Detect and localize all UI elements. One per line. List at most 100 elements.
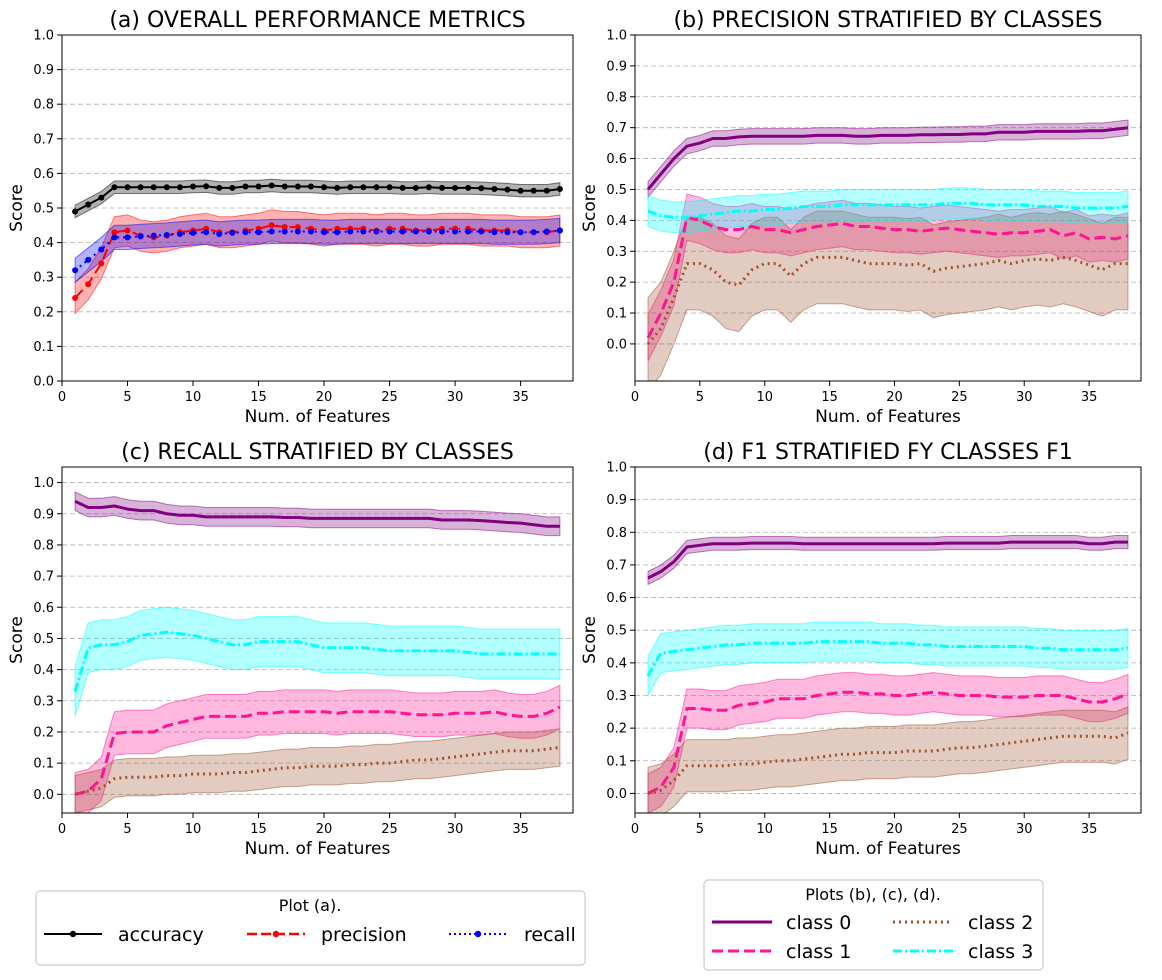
point-a-accuracy <box>85 201 92 208</box>
legend-entry-class-0: class 0 <box>712 912 851 934</box>
point-a-recall <box>190 229 197 236</box>
x-tick-label-a: 10 <box>185 390 202 405</box>
y-tick-label-c: 0.2 <box>33 725 54 740</box>
series-line-b-class-0 <box>646 126 1129 191</box>
band-d-class-0 <box>647 535 1129 586</box>
legend-plot-a-title: Plot (a). <box>279 896 342 915</box>
y-tick-label-c: 0.5 <box>33 632 54 647</box>
series-line-c-class-0 <box>74 499 560 528</box>
band-a-precision <box>74 209 561 315</box>
point-a-recall <box>517 229 524 236</box>
point-a-precision <box>98 260 105 267</box>
point-a-recall <box>203 229 210 236</box>
band-c-class-2 <box>74 728 561 813</box>
point-a-recall <box>98 246 105 253</box>
point-a-recall <box>491 229 498 236</box>
x-tick-label-b: 35 <box>1081 390 1098 405</box>
point-a-accuracy <box>242 183 249 190</box>
point-a-accuracy <box>176 184 183 191</box>
band-c-class-0 <box>74 491 561 537</box>
legend-plot-a-frame <box>35 890 586 966</box>
point-a-recall <box>465 228 472 235</box>
point-a-recall <box>543 228 550 235</box>
chart-title-c: (c) RECALL STRATIFIED BY CLASSES <box>121 440 514 465</box>
y-tick-label-c: 0.0 <box>33 788 54 803</box>
axes-frame-d <box>634 466 1142 814</box>
point-a-accuracy <box>321 184 328 191</box>
point-a-accuracy <box>386 184 393 191</box>
x-tick-label-b: 20 <box>886 390 903 405</box>
axes-frame-c <box>61 466 574 814</box>
point-a-accuracy <box>216 184 223 191</box>
point-a-accuracy <box>543 187 550 194</box>
series-line-d-class-2 <box>647 731 1129 795</box>
point-a-recall <box>425 228 432 235</box>
x-tick-label-c: 30 <box>447 822 464 837</box>
legend-entry-precision: precision <box>247 924 407 946</box>
y-tick-label-c: 0.3 <box>33 694 54 709</box>
legend-label-accuracy: accuracy <box>118 924 204 946</box>
legend-entry-recall: recall <box>449 924 576 946</box>
chart-title-d: (d) F1 STRATIFIED FY CLASSES F1 <box>703 440 1073 465</box>
point-a-accuracy <box>504 186 511 193</box>
panel-d: 0.0 0.1 0.2 0.3 0.4 0.5 0.6 0.7 0.8 0.9 1.0 0 5 10 15 2… <box>580 440 1142 859</box>
point-a-accuracy <box>360 184 367 191</box>
point-a-recall <box>268 228 275 235</box>
y-tick-label-a: 0.1 <box>33 340 54 355</box>
y-tick-label-d: 0.8 <box>606 526 627 541</box>
y-tick-label-a: 0.2 <box>33 305 54 320</box>
point-a-accuracy <box>412 184 419 191</box>
point-a-accuracy <box>150 184 157 191</box>
point-a-accuracy <box>124 184 131 191</box>
point-a-accuracy <box>373 184 380 191</box>
point-a-accuracy <box>203 183 210 190</box>
point-a-recall <box>124 234 131 241</box>
y-tick-label-a: 0.8 <box>33 98 54 113</box>
point-a-recall <box>452 228 459 235</box>
series-line-b-class-1 <box>646 215 1129 339</box>
x-tick-label-d: 5 <box>696 822 704 837</box>
x-tick-label-b: 0 <box>631 390 639 405</box>
panel-b: 0.0 0.1 0.2 0.3 0.4 0.5 0.6 0.7 0.8 0.9 1.0 0 5 10 15 2… <box>580 8 1142 427</box>
y-tick-label-a: 0.9 <box>33 63 54 78</box>
band-a-recall <box>74 217 561 284</box>
legend-entry-accuracy: accuracy <box>44 924 204 946</box>
legend-label-class-0: class 0 <box>786 912 851 934</box>
point-a-recall <box>530 229 537 236</box>
point-a-recall <box>163 231 170 238</box>
legend-entry-class-2: class 2 <box>893 912 1033 934</box>
y-tick-label-b: 0.6 <box>606 152 627 167</box>
point-a-accuracy <box>334 184 341 191</box>
point-a-recall <box>255 229 262 236</box>
y-tick-label-c: 0.7 <box>33 570 54 585</box>
point-a-accuracy <box>98 194 105 201</box>
point-a-recall <box>556 227 563 234</box>
point-a-recall <box>242 229 249 236</box>
x-tick-label-d: 20 <box>886 822 903 837</box>
plot-area-a <box>72 178 563 315</box>
point-a-precision <box>124 227 131 234</box>
point-a-accuracy <box>517 187 524 194</box>
x-tick-label-c: 20 <box>316 822 333 837</box>
point-a-accuracy <box>556 185 563 192</box>
band-b-class-2 <box>647 210 1129 381</box>
y-tick-label-b: 0.3 <box>606 245 627 260</box>
legend-plot-a: Plot (a). accuracy precision recall <box>35 890 586 966</box>
point-a-accuracy <box>347 184 354 191</box>
x-tick-label-a: 20 <box>316 390 333 405</box>
x-tick-label-c: 35 <box>512 822 529 837</box>
point-a-accuracy <box>111 184 118 191</box>
point-a-recall <box>373 228 380 235</box>
point-a-accuracy <box>137 184 144 191</box>
point-a-precision <box>294 224 301 231</box>
chart-title-a: (a) OVERALL PERFORMANCE METRICS <box>109 8 525 33</box>
x-tick-label-c: 25 <box>381 822 398 837</box>
x-tick-label-a: 25 <box>381 390 398 405</box>
y-axis-label-d: Score <box>580 616 600 664</box>
plot-area-c <box>73 491 561 813</box>
x-tick-label-b: 25 <box>951 390 968 405</box>
series-line-d-class-3 <box>646 640 1129 677</box>
point-a-recall <box>386 228 393 235</box>
point-a-accuracy <box>438 184 445 191</box>
